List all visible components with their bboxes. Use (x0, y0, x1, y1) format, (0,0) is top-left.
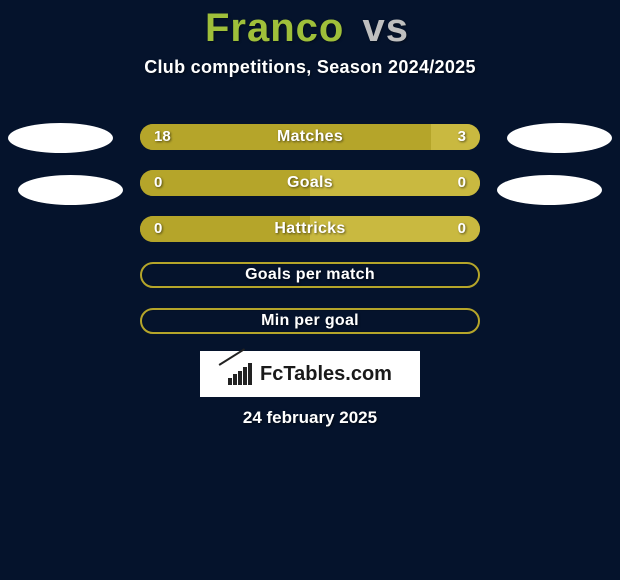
vs-text: vs (362, 6, 409, 50)
stat-label: Goals (140, 170, 480, 196)
stat-label: Hattricks (140, 216, 480, 242)
stat-label: Matches (140, 124, 480, 150)
brand-text: FcTables.com (260, 363, 392, 386)
comparison-card: Franco vs Club competitions, Season 2024… (0, 0, 620, 580)
stat-label: Goals per match (142, 264, 478, 286)
stat-label: Min per goal (142, 310, 478, 332)
page-title: Franco vs (0, 0, 620, 51)
player1-avatar (8, 123, 113, 153)
brand-chart-icon (228, 363, 254, 385)
player1-name: Franco (205, 6, 344, 50)
stat-row: Min per goal (140, 308, 480, 334)
player1-avatar-2 (18, 175, 123, 205)
stat-row: 183Matches (140, 124, 480, 150)
player2-avatar (507, 123, 612, 153)
stat-row: Goals per match (140, 262, 480, 288)
subtitle: Club competitions, Season 2024/2025 (0, 57, 620, 78)
player2-avatar-2 (497, 175, 602, 205)
stat-row: 00Goals (140, 170, 480, 196)
date-text: 24 february 2025 (0, 408, 620, 428)
brand-box[interactable]: FcTables.com (200, 351, 420, 397)
stats-container: 183Matches 00Goals 00Hattricks Goals per ma… (140, 124, 480, 354)
stat-row: 00Hattricks (140, 216, 480, 242)
